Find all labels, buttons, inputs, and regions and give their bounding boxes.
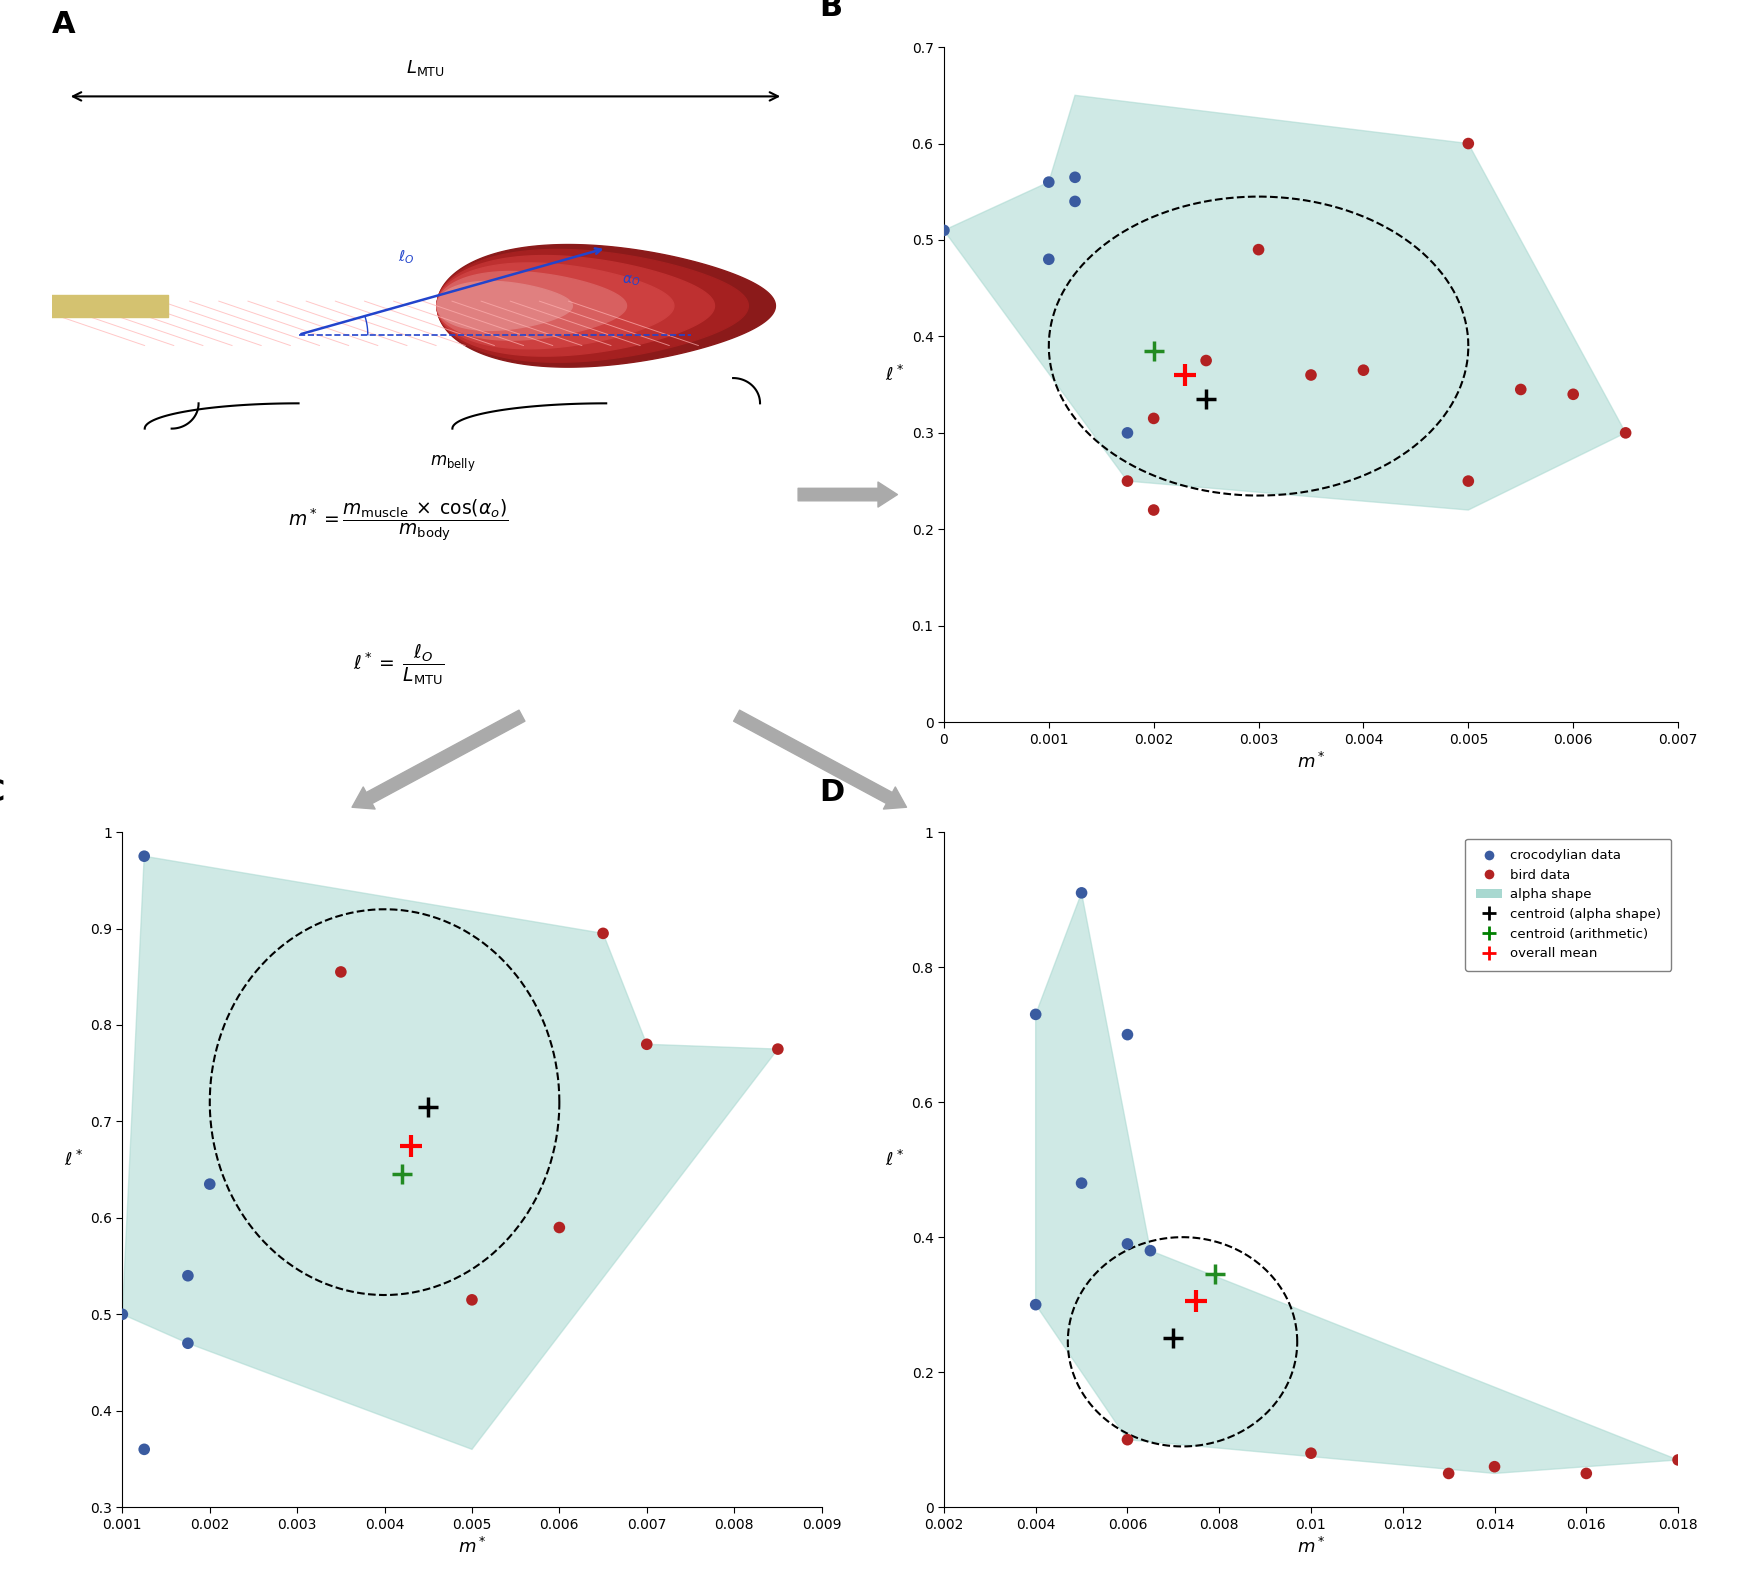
- Point: [1068, 881, 1096, 906]
- Point: [1559, 382, 1587, 407]
- Point: [1061, 165, 1089, 190]
- Point: [108, 1302, 136, 1327]
- Polygon shape: [1035, 893, 1678, 1473]
- Point: [1349, 358, 1377, 383]
- Point: [175, 1264, 203, 1289]
- Point: [1481, 1454, 1509, 1479]
- Polygon shape: [437, 250, 748, 363]
- Polygon shape: [122, 856, 778, 1449]
- Text: $m^* = \dfrac{m_\mathrm{muscle}\:\times\:\cos(\alpha_o)}{m_\mathrm{body}}$: $m^* = \dfrac{m_\mathrm{muscle}\:\times\…: [288, 498, 509, 543]
- Point: [1035, 246, 1063, 272]
- Point: [589, 920, 617, 945]
- Point: [1068, 1171, 1096, 1196]
- Point: [545, 1215, 573, 1240]
- Point: [458, 1287, 486, 1313]
- Point: [1035, 170, 1063, 195]
- Legend: crocodylian data, bird data, alpha shape, centroid (alpha shape), centroid (arit: crocodylian data, bird data, alpha shape…: [1465, 838, 1671, 970]
- X-axis label: $m^*$: $m^*$: [1297, 1537, 1325, 1557]
- Text: B: B: [820, 0, 843, 22]
- Point: [1297, 1441, 1325, 1466]
- X-axis label: $m^*$: $m^*$: [1297, 752, 1325, 772]
- Circle shape: [26, 295, 49, 317]
- Polygon shape: [437, 262, 675, 349]
- Y-axis label: $\ell^*$: $\ell^*$: [63, 1149, 82, 1170]
- Polygon shape: [437, 256, 715, 356]
- Point: [1140, 407, 1168, 432]
- Point: [1192, 349, 1220, 374]
- Polygon shape: [437, 281, 572, 330]
- Point: [175, 1331, 203, 1356]
- Point: [196, 1171, 224, 1196]
- Point: [327, 959, 355, 984]
- Text: $m_\mathrm{belly}$: $m_\mathrm{belly}$: [430, 454, 475, 474]
- Point: [1612, 421, 1640, 446]
- Text: C: C: [0, 779, 5, 807]
- Polygon shape: [437, 245, 776, 367]
- Point: [1454, 130, 1482, 155]
- Text: $L_\mathrm{MTU}$: $L_\mathrm{MTU}$: [406, 58, 444, 78]
- Point: [1021, 1002, 1049, 1027]
- Point: [1113, 421, 1141, 446]
- Y-axis label: $\ell^*$: $\ell^*$: [884, 1149, 904, 1170]
- Text: $\ell^* = \;\dfrac{\ell_O}{L_\mathrm{MTU}}$: $\ell^* = \;\dfrac{\ell_O}{L_\mathrm{MTU…: [353, 642, 444, 688]
- X-axis label: $m^*$: $m^*$: [458, 1537, 486, 1557]
- Polygon shape: [437, 272, 626, 341]
- Point: [1061, 188, 1089, 214]
- Point: [131, 843, 157, 868]
- Point: [1245, 237, 1273, 262]
- Text: $\alpha_O$: $\alpha_O$: [622, 273, 640, 287]
- Point: [1113, 468, 1141, 493]
- Point: [930, 218, 958, 243]
- Point: [633, 1031, 661, 1057]
- Point: [1136, 1239, 1164, 1264]
- Point: [1507, 377, 1535, 402]
- Point: [1113, 1022, 1141, 1047]
- Point: [1664, 1448, 1692, 1473]
- Point: [1140, 498, 1168, 523]
- Text: $\ell_O$: $\ell_O$: [399, 248, 414, 267]
- Point: [131, 1437, 157, 1462]
- Point: [1297, 363, 1325, 388]
- Text: D: D: [820, 779, 844, 807]
- Y-axis label: $\ell^*$: $\ell^*$: [884, 364, 904, 385]
- Point: [1573, 1460, 1601, 1485]
- Point: [1113, 1231, 1141, 1256]
- Point: [764, 1036, 792, 1061]
- Point: [1435, 1460, 1463, 1485]
- Text: A: A: [52, 9, 75, 39]
- Polygon shape: [944, 96, 1626, 510]
- Point: [1113, 1427, 1141, 1452]
- Point: [1454, 468, 1482, 493]
- Point: [1021, 1292, 1049, 1317]
